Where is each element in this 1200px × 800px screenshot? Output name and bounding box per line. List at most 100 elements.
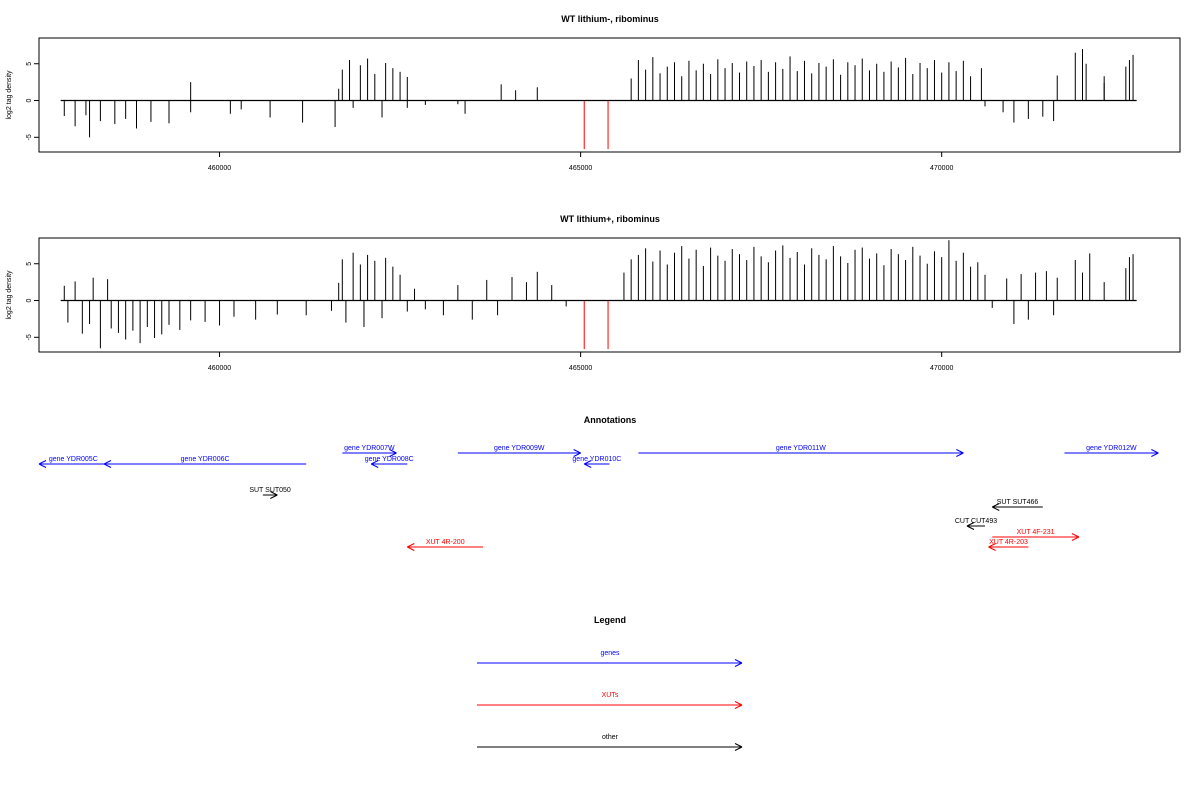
arrow-head bbox=[407, 543, 415, 548]
panel-wt-lithium-minus: WT lithium-, ribominus log2 tag density … bbox=[6, 14, 1181, 172]
annotation-label: XUT 4R-203 bbox=[989, 539, 1028, 546]
arrow-head bbox=[1151, 452, 1159, 457]
arrow-head bbox=[988, 543, 996, 548]
x-axis: 460000 465000 470000 bbox=[208, 152, 953, 172]
annotation-arrow: CUT CUT493 bbox=[955, 518, 997, 530]
arrow-head bbox=[584, 460, 592, 465]
arrow-head bbox=[1071, 533, 1080, 538]
arrow-head bbox=[956, 449, 964, 454]
x-tick-label: 470000 bbox=[930, 365, 953, 372]
x-tick-label: 465000 bbox=[569, 165, 592, 172]
annotation-arrow: SUT SUT050 bbox=[249, 487, 291, 499]
arrow-head bbox=[966, 525, 975, 530]
y-tick-label: 0 bbox=[26, 98, 33, 102]
arrow-head bbox=[734, 746, 743, 751]
arrow-head bbox=[389, 449, 397, 454]
y-tick-label: 5 bbox=[26, 62, 33, 66]
data-bars bbox=[63, 240, 1134, 349]
arrow-head bbox=[956, 452, 964, 457]
panel-title: WT lithium-, ribominus bbox=[561, 14, 659, 24]
y-axis: -5 0 5 bbox=[26, 62, 39, 140]
legend-title: Legend bbox=[594, 615, 626, 625]
arrow-head bbox=[270, 494, 278, 499]
arrow-head bbox=[734, 704, 743, 709]
annotation-arrow: XUT 4F-231 bbox=[992, 529, 1080, 541]
annotation-arrow: XUT 4R-203 bbox=[988, 539, 1029, 551]
annotation-label: gene YDR009W bbox=[494, 445, 545, 452]
y-axis-label: log2 tag density bbox=[6, 270, 13, 320]
annotation-label: gene YDR012W bbox=[1086, 445, 1137, 452]
annotation-label: CUT CUT493 bbox=[955, 518, 997, 525]
annotation-arrow: SUT SUT466 bbox=[992, 499, 1043, 511]
arrow-head bbox=[734, 743, 743, 748]
annotation-label: gene YDR007W bbox=[344, 445, 395, 452]
arrow-head bbox=[270, 491, 278, 496]
annotation-label: XUT 4F-231 bbox=[1017, 529, 1055, 536]
y-axis: -5 0 5 bbox=[26, 262, 39, 340]
annotation-arrows: gene YDR005C gene YDR006C gene YDR007W gene… bbox=[38, 445, 1159, 551]
annotation-arrow: gene YDR006C bbox=[103, 456, 307, 468]
annotation-arrow: gene YDR009W bbox=[457, 445, 581, 457]
arrow-head bbox=[966, 522, 975, 527]
x-tick-label: 470000 bbox=[930, 165, 953, 172]
arrow-head bbox=[38, 463, 47, 468]
arrow-head bbox=[734, 662, 743, 667]
arrow-head bbox=[1151, 449, 1159, 454]
arrow-head bbox=[573, 452, 581, 457]
arrow-head bbox=[103, 460, 112, 465]
y-tick-label: 0 bbox=[26, 298, 33, 302]
annotations-title: Annotations bbox=[584, 415, 637, 425]
annotation-label: gene YDR008C bbox=[365, 456, 414, 463]
arrow-head bbox=[584, 463, 592, 468]
x-tick-label: 460000 bbox=[208, 165, 231, 172]
x-tick-label: 465000 bbox=[569, 365, 592, 372]
annotation-label: SUT SUT050 bbox=[249, 487, 291, 494]
arrow-head bbox=[734, 701, 743, 706]
arrow-head bbox=[992, 503, 1000, 508]
arrow-head bbox=[734, 659, 743, 664]
legend-item: XUTs bbox=[477, 692, 743, 709]
annotation-label: SUT SUT466 bbox=[997, 499, 1039, 506]
annotation-arrow: gene YDR012W bbox=[1064, 445, 1159, 457]
legend: Legend genes XUTs other bbox=[477, 615, 743, 751]
annotation-arrow: gene YDR008C bbox=[365, 456, 414, 468]
arrow-head bbox=[38, 460, 47, 465]
marker-lines bbox=[583, 300, 609, 350]
annotation-arrow: gene YDR007W bbox=[342, 445, 397, 457]
legend-item: other bbox=[477, 734, 743, 751]
legend-items: genes XUTs other bbox=[477, 650, 743, 751]
x-tick-label: 460000 bbox=[208, 365, 231, 372]
marker-lines bbox=[583, 100, 609, 150]
panel-wt-lithium-plus: WT lithium+, ribominus log2 tag density … bbox=[6, 214, 1181, 372]
annotation-arrow: gene YDR005C bbox=[38, 456, 108, 468]
plot-frame bbox=[38, 37, 1181, 153]
annotation-arrow: gene YDR010C bbox=[572, 456, 621, 468]
annotation-label: gene YDR005C bbox=[49, 456, 98, 463]
y-axis-label: log2 tag density bbox=[6, 70, 13, 120]
annotation-arrow: XUT 4R-200 bbox=[407, 539, 484, 551]
y-tick-label: -5 bbox=[26, 334, 33, 340]
arrow-head bbox=[370, 460, 379, 465]
plot-frame bbox=[38, 237, 1181, 353]
annotation-label: gene YDR011W bbox=[776, 445, 826, 452]
arrow-head bbox=[370, 463, 379, 468]
annotation-arrow: gene YDR011W bbox=[638, 445, 964, 457]
y-tick-label: -5 bbox=[26, 134, 33, 140]
legend-item-label: XUTs bbox=[602, 692, 619, 699]
arrow-head bbox=[988, 546, 996, 551]
annotation-label: gene YDR006C bbox=[181, 456, 230, 463]
data-bars bbox=[63, 49, 1134, 138]
arrow-head bbox=[992, 506, 1000, 511]
arrow-head bbox=[407, 546, 415, 551]
arrow-head bbox=[389, 452, 397, 457]
arrow-head bbox=[573, 449, 581, 454]
annotation-label: gene YDR010C bbox=[572, 456, 621, 463]
annotations-panel: Annotations gene YDR005C gene YDR006Cgene… bbox=[38, 415, 1159, 551]
annotation-label: XUT 4R-200 bbox=[426, 539, 465, 546]
legend-item: genes bbox=[477, 650, 743, 667]
arrow-head bbox=[1071, 536, 1080, 541]
y-tick-label: 5 bbox=[26, 262, 33, 266]
legend-item-label: genes bbox=[600, 650, 620, 657]
arrow-head bbox=[103, 463, 112, 468]
